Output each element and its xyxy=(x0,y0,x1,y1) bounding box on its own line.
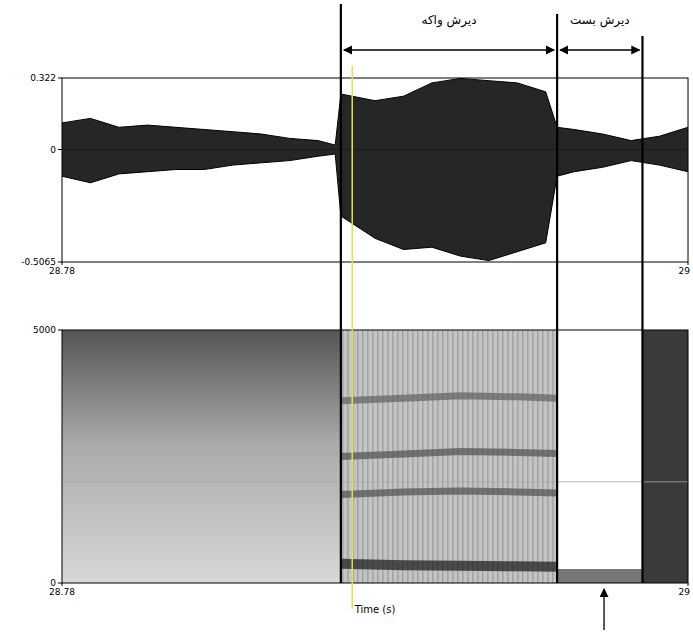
duration-arrow xyxy=(560,49,639,50)
waveform-envelope-line xyxy=(62,78,688,145)
formant-band xyxy=(341,564,557,567)
plot-frame xyxy=(62,78,688,262)
glottal-striation xyxy=(477,330,478,583)
glottal-striation xyxy=(442,330,443,583)
glottal-striation xyxy=(427,330,428,583)
plot-frame xyxy=(62,330,688,583)
plot-background xyxy=(62,330,688,583)
waveform-envelope-fill xyxy=(62,78,688,260)
reference-line xyxy=(62,481,688,482)
x-tick-label: 29 xyxy=(679,587,691,597)
segment-boundary xyxy=(641,36,643,583)
segment-boundary xyxy=(340,4,342,583)
plot-background xyxy=(62,78,688,262)
x-tick xyxy=(62,262,63,265)
y-tick-label: 5000 xyxy=(33,325,56,335)
formant-band xyxy=(341,396,557,401)
y-tick xyxy=(58,583,62,584)
x-tick xyxy=(62,583,63,586)
glottal-striation xyxy=(432,330,433,583)
glottal-striation xyxy=(527,330,528,583)
glottal-striation xyxy=(497,330,498,583)
y-tick xyxy=(58,78,62,79)
glottal-striation xyxy=(487,330,488,583)
y-tick xyxy=(58,330,62,331)
fricative-noise xyxy=(62,330,341,583)
formant-band xyxy=(341,451,557,456)
glottal-striation xyxy=(502,330,503,583)
y-tick-label: 0.322 xyxy=(30,73,56,83)
pointer-arrow xyxy=(603,589,604,630)
x-tick-label: 28.78 xyxy=(49,266,75,276)
glottal-striation xyxy=(452,330,453,583)
waveform-marks xyxy=(62,78,688,260)
formant-band xyxy=(341,491,557,495)
glottal-striation xyxy=(532,330,533,583)
duration-label: دیرش واکه xyxy=(421,13,476,28)
x-tick-label: 28.78 xyxy=(49,587,75,597)
glottal-striation xyxy=(437,330,438,583)
glottal-striation xyxy=(482,330,483,583)
waveform-envelope-line xyxy=(62,154,688,261)
x-tick xyxy=(688,262,689,265)
release-burst xyxy=(642,330,688,583)
glottal-striation xyxy=(522,330,523,583)
y-tick-label: 0 xyxy=(50,145,56,155)
glottal-striation xyxy=(517,330,518,583)
spectrogram-marks xyxy=(62,330,688,583)
cursor-line xyxy=(351,66,353,609)
glottal-striation xyxy=(462,330,463,583)
glottal-striation xyxy=(447,330,448,583)
y-tick xyxy=(58,149,62,150)
voice-bar xyxy=(557,569,642,583)
glottal-striation xyxy=(507,330,508,583)
duration-arrow xyxy=(344,49,554,50)
x-tick-label: 29 xyxy=(679,266,691,276)
glottal-striation xyxy=(467,330,468,583)
duration-label: دیرش بست xyxy=(570,13,630,28)
y-tick xyxy=(58,262,62,263)
x-axis-title: Time (s) xyxy=(354,604,396,615)
glottal-striation xyxy=(472,330,473,583)
glottal-striation xyxy=(457,330,458,583)
glottal-striation xyxy=(492,330,493,583)
glottal-striation xyxy=(512,330,513,583)
segment-boundary xyxy=(556,14,558,583)
vowel-region xyxy=(341,330,557,583)
figure: -0.506500.32228.78290500028.7829Time (s)… xyxy=(0,0,693,632)
x-tick xyxy=(688,583,689,586)
